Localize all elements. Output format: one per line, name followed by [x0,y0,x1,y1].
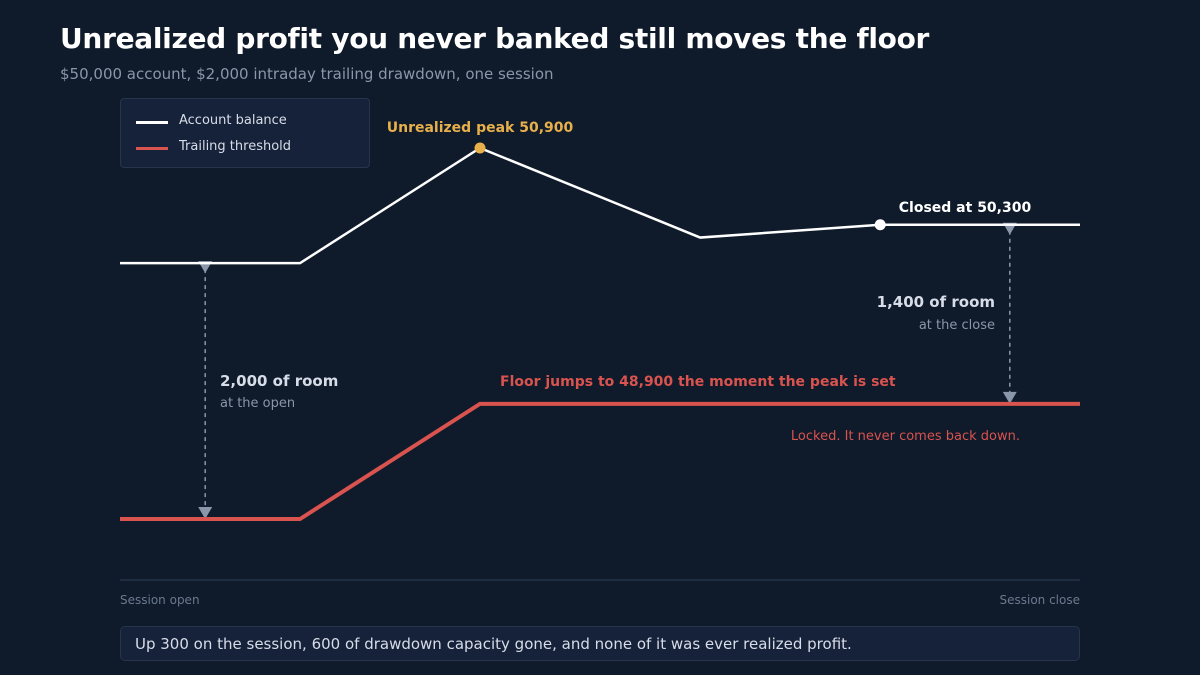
legend-label-balance: Account balance [179,113,287,128]
summary-callout: Up 300 on the session, 600 of drawdown c… [120,626,1080,661]
close-room-annotation: 1,400 of room [877,293,995,311]
legend-swatch-threshold [136,147,168,150]
account-balance-line [120,146,1080,265]
open-room-annotation: 2,000 of room [220,372,338,390]
legend-label-threshold: Trailing threshold [179,139,292,154]
peak-annotation: Unrealized peak 50,900 [387,120,574,136]
open-room-sub-annotation: at the open [220,396,295,411]
x-label-session-open: Session open [120,593,200,607]
open-gap-bottom-arrow [198,507,213,519]
trailing-threshold-line [120,401,1080,521]
x-label-session-close: Session close [999,593,1080,607]
chart-title: Unrealized profit you never banked still… [60,22,930,55]
close-marker [874,219,886,231]
peak-marker [474,142,486,154]
locked-annotation: Locked. It never comes back down. [791,429,1020,444]
chart-legend: Account balance Trailing threshold [120,98,370,168]
close-gap-bottom-arrow [1002,391,1017,404]
chart-subtitle: $50,000 account, $2,000 intraday trailin… [60,65,554,83]
close-room-sub-annotation: at the close [919,318,995,333]
closed-annotation: Closed at 50,300 [899,200,1032,216]
legend-swatch-balance [136,121,168,124]
floor-jump-annotation: Floor jumps to 48,900 the moment the pea… [500,374,896,390]
